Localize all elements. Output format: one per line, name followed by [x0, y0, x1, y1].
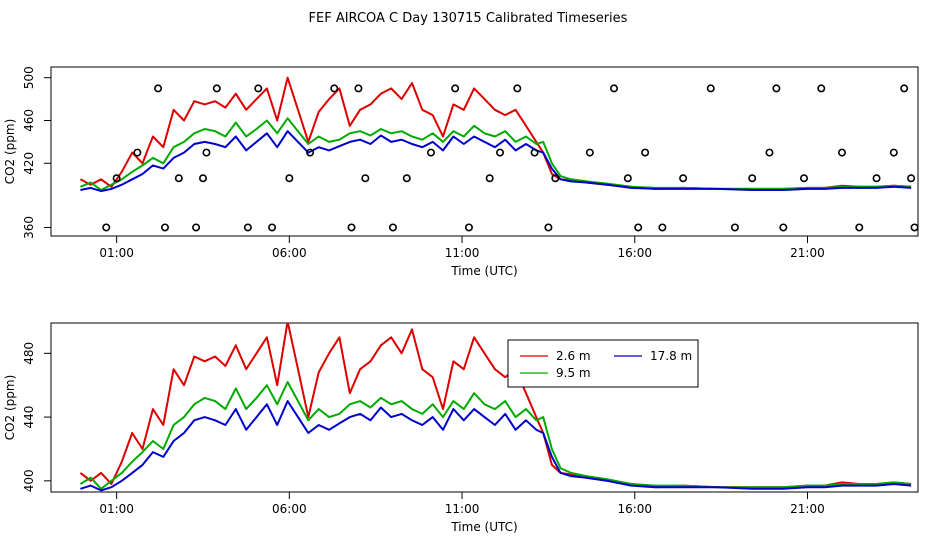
calibration-marker: [748, 174, 757, 183]
calibration-marker: [817, 84, 826, 93]
legend-box: [507, 339, 699, 388]
calibration-marker: [910, 223, 918, 232]
calibration-marker: [102, 223, 111, 232]
series-line-17-8-mm: [80, 400, 912, 492]
y-tick-label: 440: [22, 406, 36, 429]
calibration-marker: [855, 223, 864, 232]
x-axis-label: Time (UTC): [450, 264, 517, 278]
x-tick-label: 11:00: [445, 246, 480, 260]
x-tick-label: 01:00: [99, 246, 134, 260]
calibration-marker: [464, 223, 473, 232]
calibration-marker: [610, 84, 619, 93]
legend-label: 2.6 m: [556, 349, 591, 363]
x-tick-label: 16:00: [617, 502, 652, 516]
calibration-marker: [426, 148, 435, 157]
series-line-9-5-mm: [80, 117, 912, 191]
calibration-marker: [496, 148, 505, 157]
calibration-marker: [388, 223, 397, 232]
calibration-marker: [907, 174, 916, 183]
calibration-marker: [306, 148, 315, 157]
calibration-marker: [347, 223, 356, 232]
calibration-marker: [530, 148, 539, 157]
calibration-marker: [513, 84, 522, 93]
y-tick-label: 400: [22, 469, 36, 492]
x-tick-label: 21:00: [790, 502, 825, 516]
calibration-marker: [354, 84, 363, 93]
calibration-marker: [243, 223, 252, 232]
y-tick-label: 360: [22, 216, 36, 239]
calibration-marker: [889, 148, 898, 157]
series-group: [79, 323, 912, 492]
calibration-marker: [706, 84, 715, 93]
series-line-17-8-mm: [80, 130, 912, 193]
calibration-marker: [765, 148, 774, 157]
x-tick-label: 16:00: [617, 246, 652, 260]
calibration-marker: [551, 174, 560, 183]
panel-top: 01:00 06:00 11:00 16:00 21:00 360 420 460 500 Tim…: [3, 66, 919, 278]
calibration-marker: [900, 84, 909, 93]
calibration-marker: [585, 148, 594, 157]
calibration-marker: [154, 84, 163, 93]
y-axis-label: CO2 (ppm): [3, 375, 17, 441]
calibration-marker: [634, 223, 643, 232]
legend-label: 9.5 m: [556, 366, 591, 380]
calibration-marker: [361, 174, 370, 183]
plot-frame: [50, 322, 919, 493]
y-tick-label: 480: [22, 342, 36, 365]
calibration-marker: [192, 223, 201, 232]
calibration-marker: [679, 174, 688, 183]
legend: 2.6 m 9.5 m 17.8 m: [507, 339, 699, 388]
y-axis-label: CO2 (ppm): [3, 119, 17, 185]
calibration-marker: [485, 174, 494, 183]
x-axis-label: Time (UTC): [450, 520, 517, 534]
calibration-marker: [451, 84, 460, 93]
calibration-marker: [544, 223, 553, 232]
calibration-marker: [730, 223, 739, 232]
panel-bottom: 01:00 06:00 11:00 16:00 21:00 400 440 480 Time (…: [3, 322, 919, 534]
calibration-marker: [800, 174, 809, 183]
y-tick-label: 460: [22, 109, 36, 132]
x-tick-label: 21:00: [790, 246, 825, 260]
figure-title: FEF AIRCOA C Day 130715 Calibrated Times…: [309, 11, 628, 26]
calibration-marker: [198, 174, 207, 183]
series-line-2-6-mm: [79, 76, 912, 190]
calibration-marker: [658, 223, 667, 232]
y-tick-label: 500: [22, 66, 36, 89]
calibration-marker: [212, 84, 221, 93]
calibration-marker: [268, 223, 277, 232]
calibration-marker: [779, 223, 788, 232]
calibration-marker: [872, 174, 881, 183]
y-tick-label: 420: [22, 152, 36, 175]
calibration-marker: [623, 174, 632, 183]
calibration-marker: [202, 148, 211, 157]
series-group: [79, 76, 918, 232]
series-line-9-5-mm: [79, 381, 912, 490]
calibration-marker: [330, 84, 339, 93]
x-tick-label: 06:00: [272, 502, 307, 516]
plot-frame: [50, 66, 919, 237]
series-line-2-6-mm: [79, 323, 912, 489]
calibration-marker: [641, 148, 650, 157]
calibration-marker: [254, 84, 263, 93]
x-tick-label: 06:00: [272, 246, 307, 260]
x-tick-label: 01:00: [99, 502, 134, 516]
calibration-marker: [160, 223, 169, 232]
calibration-marker: [402, 174, 411, 183]
calibration-marker: [772, 84, 781, 93]
calibration-marker: [112, 174, 121, 183]
x-tick-label: 11:00: [445, 502, 480, 516]
calibration-marker: [174, 174, 183, 183]
calibration-marker: [133, 148, 142, 157]
calibration-marker: [838, 148, 847, 157]
calibration-marker: [285, 174, 294, 183]
legend-label: 17.8 m: [650, 349, 692, 363]
